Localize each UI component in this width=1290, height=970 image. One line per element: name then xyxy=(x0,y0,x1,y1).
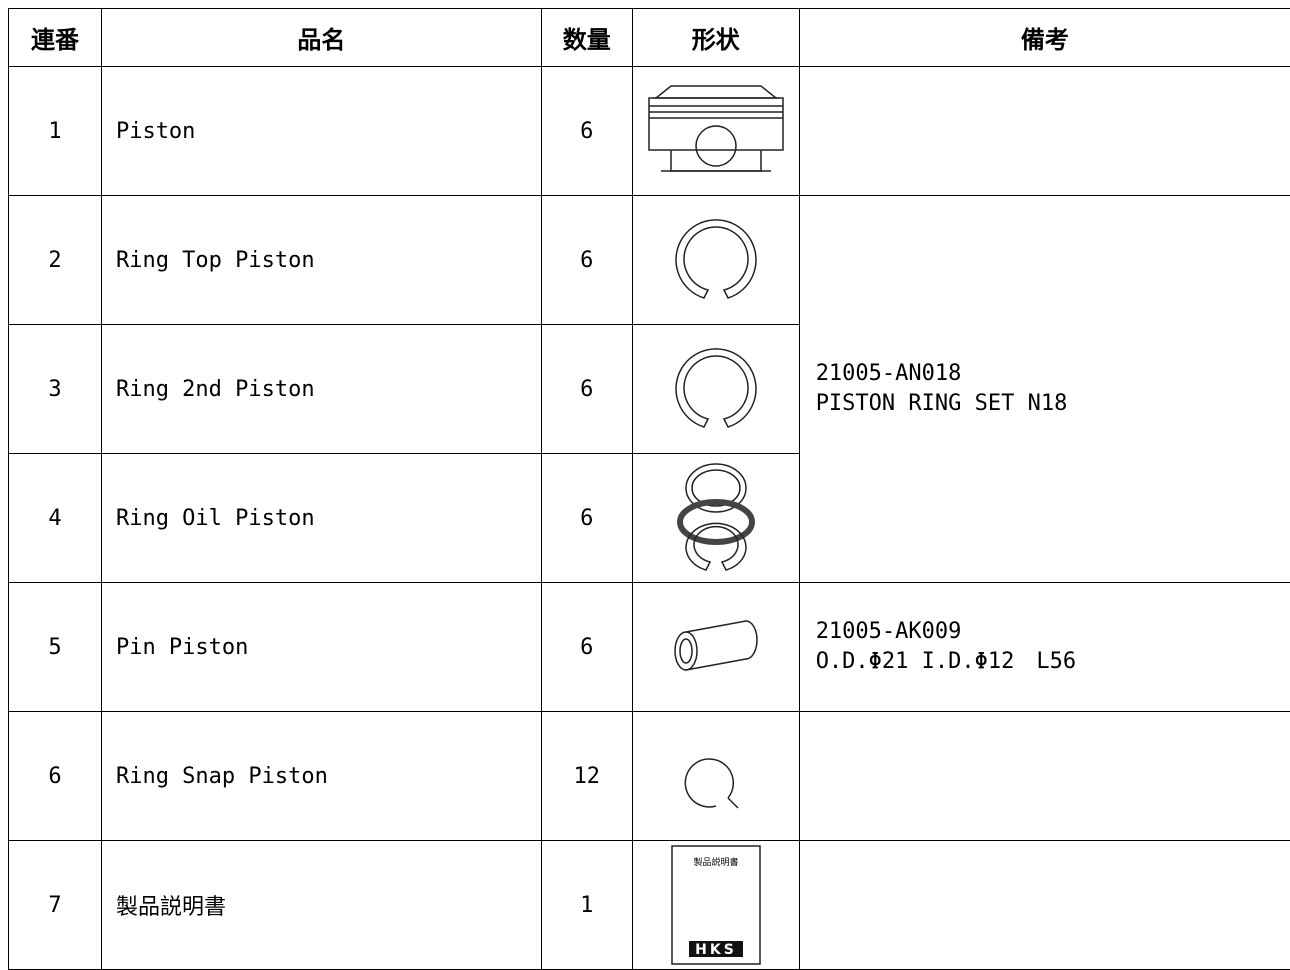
name-cell: Ring Snap Piston xyxy=(101,712,541,841)
no-cell: 1 xyxy=(9,67,102,196)
no-cell: 7 xyxy=(9,841,102,970)
header-cell: 備考 xyxy=(799,9,1290,67)
shape-cell: 製品説明書 HKS xyxy=(632,841,799,970)
shape-cell xyxy=(632,712,799,841)
no-cell: 6 xyxy=(9,712,102,841)
shape-cell xyxy=(632,454,799,583)
snap-ring-icon xyxy=(666,736,766,816)
name-cell: Pin Piston xyxy=(101,583,541,712)
manual-title: 製品説明書 xyxy=(693,856,738,868)
remark-line: 21005-AK009 xyxy=(816,617,1290,647)
header-row: 連番 品名 数量 形状 備考 xyxy=(9,9,1290,67)
remark-cell xyxy=(799,67,1290,196)
shape-cell xyxy=(632,325,799,454)
remark-line: O.D.Φ21 I.D.Φ12 L56 xyxy=(816,647,1290,677)
piston-icon xyxy=(641,76,791,186)
qty-cell: 6 xyxy=(541,583,632,712)
qty-cell: 1 xyxy=(541,841,632,970)
row: 7 製品説明書 1 製品説明書 HKS xyxy=(9,841,1290,970)
manual-icon: 製品説明書 HKS xyxy=(671,845,761,965)
header-cell: 連番 xyxy=(9,9,102,67)
header-cell: 形状 xyxy=(632,9,799,67)
no-cell: 2 xyxy=(9,196,102,325)
qty-cell: 6 xyxy=(541,196,632,325)
manual-brand: HKS xyxy=(695,942,737,958)
remark-cell xyxy=(799,841,1290,970)
remark-line: 21005-AN018 xyxy=(816,359,1290,389)
no-cell: 5 xyxy=(9,583,102,712)
parts-table: 連番 品名 数量 形状 備考 1 Piston 6 2 Ring Top Pis… xyxy=(8,8,1290,970)
oil-ring-icon xyxy=(666,460,766,576)
remark-line: PISTON RING SET N18 xyxy=(816,389,1290,419)
ring-icon xyxy=(666,339,766,439)
row: 2 Ring Top Piston 6 21005-AN018 PISTON R… xyxy=(9,196,1290,325)
row: 5 Pin Piston 6 21005-AK009 O.D.Φ21 I.D.Φ… xyxy=(9,583,1290,712)
remark-cell: 21005-AN018 PISTON RING SET N18 xyxy=(799,196,1290,583)
shape-cell xyxy=(632,196,799,325)
pin-icon xyxy=(661,617,771,677)
shape-cell xyxy=(632,67,799,196)
row: 1 Piston 6 xyxy=(9,67,1290,196)
name-cell: Ring Oil Piston xyxy=(101,454,541,583)
ring-icon xyxy=(666,210,766,310)
header-cell: 品名 xyxy=(101,9,541,67)
qty-cell: 6 xyxy=(541,454,632,583)
name-cell: Ring 2nd Piston xyxy=(101,325,541,454)
no-cell: 3 xyxy=(9,325,102,454)
qty-cell: 6 xyxy=(541,325,632,454)
shape-cell xyxy=(632,583,799,712)
header-cell: 数量 xyxy=(541,9,632,67)
qty-cell: 6 xyxy=(541,67,632,196)
qty-cell: 12 xyxy=(541,712,632,841)
row: 6 Ring Snap Piston 12 xyxy=(9,712,1290,841)
no-cell: 4 xyxy=(9,454,102,583)
remark-cell xyxy=(799,712,1290,841)
name-cell: Piston xyxy=(101,67,541,196)
remark-cell: 21005-AK009 O.D.Φ21 I.D.Φ12 L56 xyxy=(799,583,1290,712)
name-cell: 製品説明書 xyxy=(101,841,541,970)
name-cell: Ring Top Piston xyxy=(101,196,541,325)
